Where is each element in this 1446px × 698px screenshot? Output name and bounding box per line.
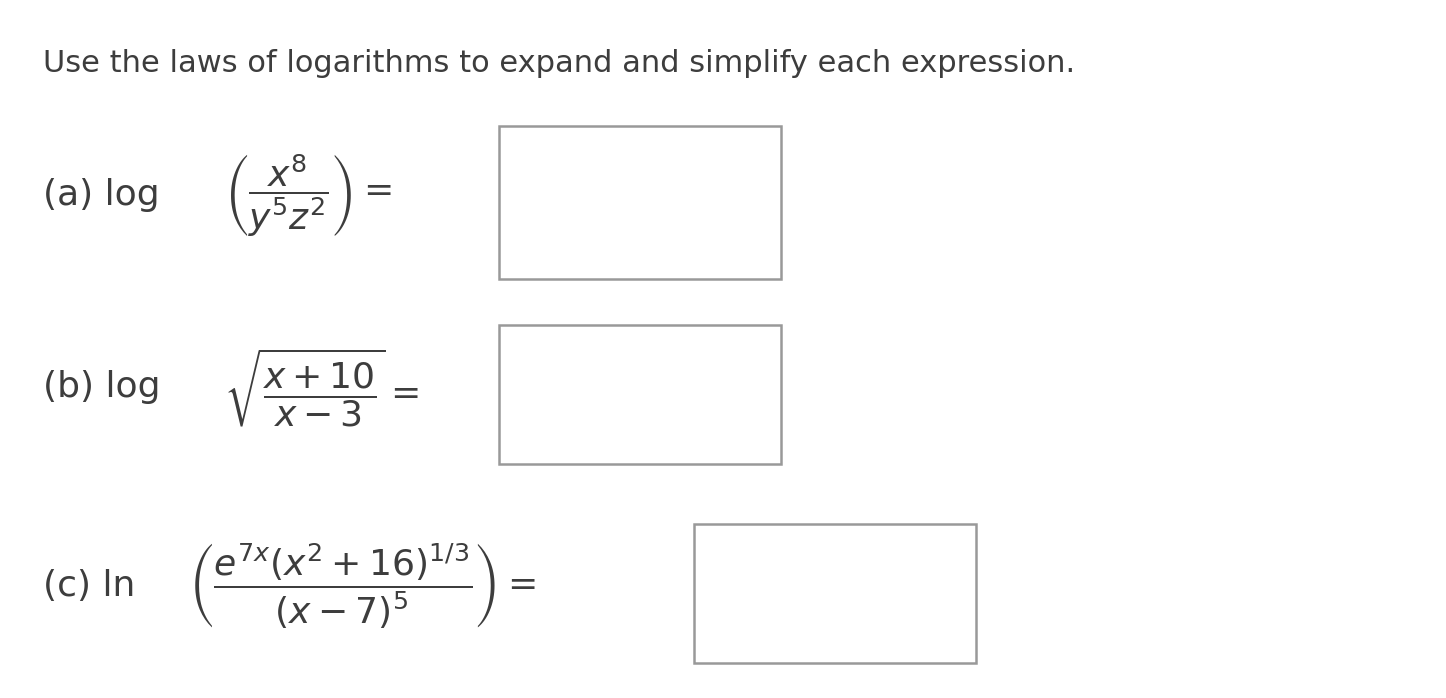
Bar [499, 126, 781, 279]
Text: $\left(\dfrac{e^{7x}(x^2 + 16)^{1/3}}{(x - 7)^5}\right) =$: $\left(\dfrac{e^{7x}(x^2 + 16)^{1/3}}{(x… [188, 542, 536, 631]
Text: (a) log: (a) log [43, 179, 161, 212]
Bar [499, 325, 781, 464]
Text: Use the laws of logarithms to expand and simplify each expression.: Use the laws of logarithms to expand and… [43, 49, 1076, 78]
Bar [694, 524, 976, 663]
Text: (c) ln: (c) ln [43, 570, 136, 603]
Text: (b) log: (b) log [43, 371, 161, 404]
Text: $\left(\dfrac{x^8}{y^5z^2}\right) =$: $\left(\dfrac{x^8}{y^5z^2}\right) =$ [224, 152, 392, 239]
Text: $\sqrt{\dfrac{x + 10}{x - 3}} =$: $\sqrt{\dfrac{x + 10}{x - 3}} =$ [224, 346, 419, 429]
